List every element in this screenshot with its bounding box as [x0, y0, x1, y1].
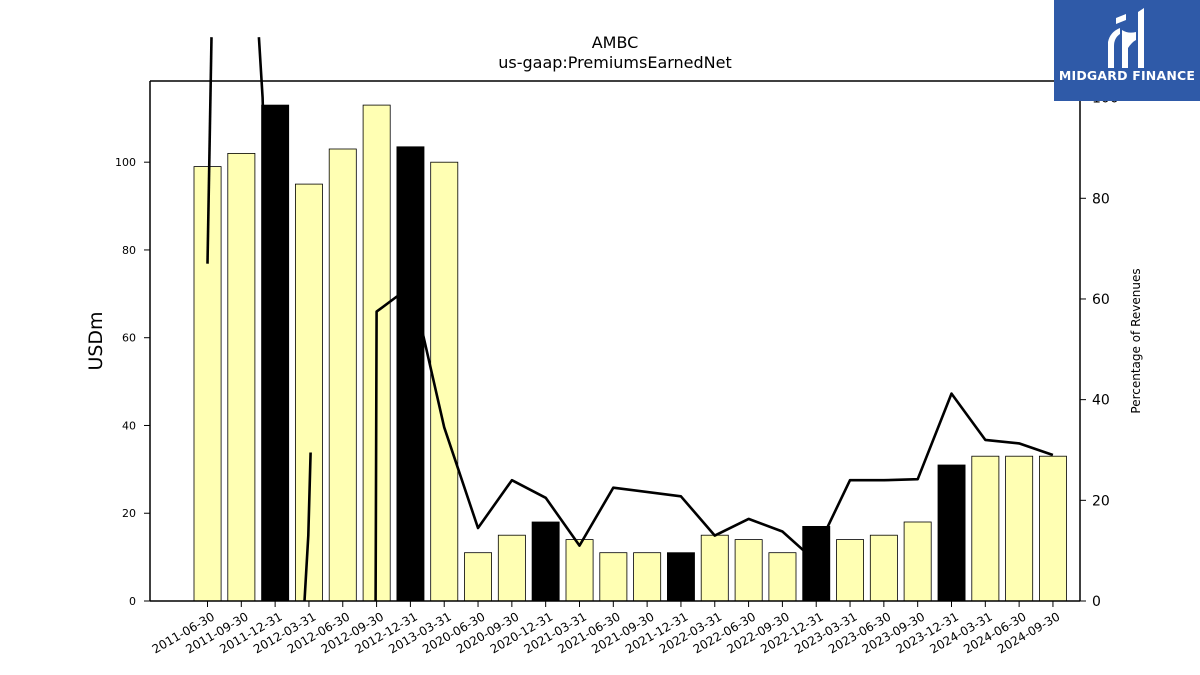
bar-2023-09-30: [903, 521, 932, 602]
bar-2022-12-31: [802, 526, 831, 602]
y-tick-label: 80: [122, 244, 136, 257]
bar-2024-09-30: [1039, 455, 1067, 602]
y-tick-label: 100: [115, 156, 136, 169]
midgard-finance-logo: MIDGARD FINANCE: [1054, 0, 1200, 101]
y-tick-label: 20: [122, 507, 136, 520]
percentage-line-segment-2: [303, 452, 312, 602]
chart-title: AMBC: [592, 33, 639, 52]
logo-text: MIDGARD FINANCE: [1058, 68, 1196, 83]
y2-tick-label: 20: [1092, 493, 1110, 509]
percentage-line-segment-0: [206, 37, 213, 264]
percentage-line-segment-3: [374, 295, 1054, 602]
chart-subtitle: us-gaap:PremiumsEarnedNet: [498, 53, 732, 72]
y2-tick-label: 80: [1092, 191, 1110, 207]
bar-2023-06-30: [869, 534, 898, 602]
bar-2021-06-30: [599, 552, 628, 602]
bar-2022-03-31: [700, 534, 729, 602]
bar-2022-06-30: [734, 539, 763, 602]
bar-2012-06-30: [328, 148, 357, 602]
y-tick-label: 40: [122, 419, 136, 432]
bar-2020-09-30: [497, 534, 526, 602]
bar-2024-03-31: [971, 455, 1000, 602]
bar-2024-06-30: [1005, 455, 1034, 602]
bar-2023-03-31: [836, 539, 865, 602]
bar-2020-06-30: [464, 552, 493, 602]
bar-2012-12-31: [396, 146, 425, 602]
bar-2021-12-31: [667, 552, 695, 602]
y2-tick-label: 60: [1092, 292, 1110, 308]
midgard-logo-icon: [1108, 8, 1144, 68]
y2-tick-label: 0: [1092, 594, 1101, 610]
bar-2021-03-31: [565, 539, 594, 602]
bar-2020-12-31: [531, 521, 560, 602]
y-tick-label: 0: [129, 595, 136, 608]
bar-2022-09-30: [768, 552, 797, 602]
y-axis-label: USDm: [85, 311, 107, 370]
bar-2023-12-31: [937, 464, 966, 602]
percentage-line-segment-1: [257, 37, 278, 602]
y2-tick-label: 40: [1092, 393, 1110, 409]
y2-axis-label: Percentage of Revenues: [1129, 268, 1143, 413]
bar-2021-09-30: [633, 552, 662, 602]
bar-2011-09-30: [227, 152, 256, 602]
y-tick-label: 60: [122, 332, 136, 345]
bar-2012-03-31: [294, 183, 323, 602]
